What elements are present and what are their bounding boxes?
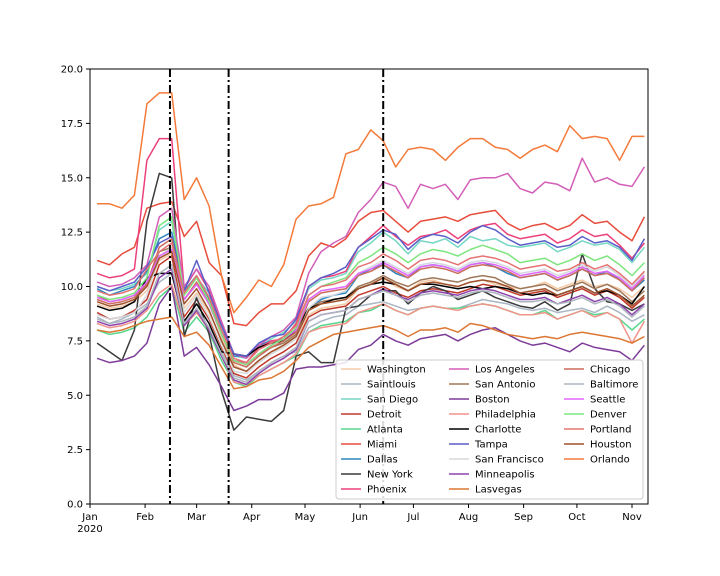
legend-label: Minneapolis bbox=[475, 470, 535, 481]
x-tick-label: Jun bbox=[351, 512, 368, 523]
legend-label: Houston bbox=[590, 440, 632, 451]
x-tick-label: Mar bbox=[187, 512, 207, 523]
y-tick-label: 20.0 bbox=[61, 65, 83, 76]
legend-label: Chicago bbox=[590, 365, 630, 376]
legend-label: Portland bbox=[590, 425, 631, 436]
series-line-san-francisco bbox=[96, 246, 645, 375]
legend-label: Seattle bbox=[590, 395, 625, 406]
series-line-boston bbox=[96, 285, 645, 412]
legend-label: Atlanta bbox=[367, 425, 403, 436]
x-tick-label: Sep bbox=[514, 512, 533, 523]
legend-label: San Antonio bbox=[475, 380, 535, 391]
legend-label: New York bbox=[367, 470, 413, 481]
legend-label: Dallas bbox=[367, 455, 398, 466]
x-tick-label: Feb bbox=[136, 512, 154, 523]
series-line-orlando bbox=[97, 92, 645, 314]
y-tick-label: 5.0 bbox=[67, 391, 83, 402]
legend-label: Los Angeles bbox=[475, 365, 535, 376]
legend-label: San Diego bbox=[367, 395, 418, 406]
legend-label: Denver bbox=[590, 410, 627, 421]
series-line-lasvegas bbox=[96, 316, 645, 390]
legend-label: Lasvegas bbox=[475, 485, 522, 496]
series-line-baltimore bbox=[96, 264, 645, 383]
legend-label: Charlotte bbox=[475, 425, 521, 436]
legend-label: Boston bbox=[475, 395, 510, 406]
y-tick-label: 2.5 bbox=[67, 445, 83, 456]
legend-label: Miami bbox=[367, 440, 397, 451]
series-line-houston bbox=[96, 250, 645, 373]
legend-label: Phoenix bbox=[367, 485, 407, 496]
legend-label: Tampa bbox=[474, 440, 508, 451]
series-line-portland bbox=[96, 242, 645, 364]
legend-label: Philadelphia bbox=[475, 410, 536, 421]
series-line-tampa bbox=[96, 224, 646, 357]
y-tick-label: 0.0 bbox=[67, 500, 83, 511]
y-tick-label: 17.5 bbox=[61, 119, 83, 130]
series-layer bbox=[96, 92, 646, 431]
legend-label: Orlando bbox=[590, 455, 630, 466]
legend-label: San Francisco bbox=[475, 455, 544, 466]
y-tick-label: 10.0 bbox=[61, 282, 83, 293]
y-tick-label: 7.5 bbox=[67, 336, 83, 347]
series-line-seattle bbox=[96, 248, 645, 366]
x-tick-label: May bbox=[295, 512, 316, 523]
x-tick-label: Jul bbox=[406, 512, 419, 523]
x-tick-label: Apr bbox=[243, 512, 261, 523]
x-tick-label: Aug bbox=[459, 512, 479, 523]
x-tick-sublabel: 2020 bbox=[77, 524, 102, 535]
x-tick-label: Nov bbox=[622, 512, 642, 523]
series-line-denver bbox=[96, 216, 645, 366]
series-line-miami bbox=[96, 200, 646, 327]
y-axis-ticks: 0.0 2.5 5.0 7.5 10.0 12.5 15.0 17.5 20.0 bbox=[61, 65, 90, 511]
legend-label: Saintlouis bbox=[367, 380, 416, 391]
legend-label: Baltimore bbox=[590, 380, 638, 391]
x-tick-label: Jan bbox=[81, 512, 97, 523]
legend: Washington Saintlouis San Diego Detroit Atla… bbox=[335, 359, 644, 500]
legend-label: Washington bbox=[367, 365, 426, 376]
legend-label: Detroit bbox=[367, 410, 402, 421]
legend-box bbox=[335, 359, 644, 500]
y-tick-label: 12.5 bbox=[61, 228, 83, 239]
x-tick-label: Oct bbox=[568, 512, 585, 523]
y-tick-label: 15.0 bbox=[61, 173, 83, 184]
